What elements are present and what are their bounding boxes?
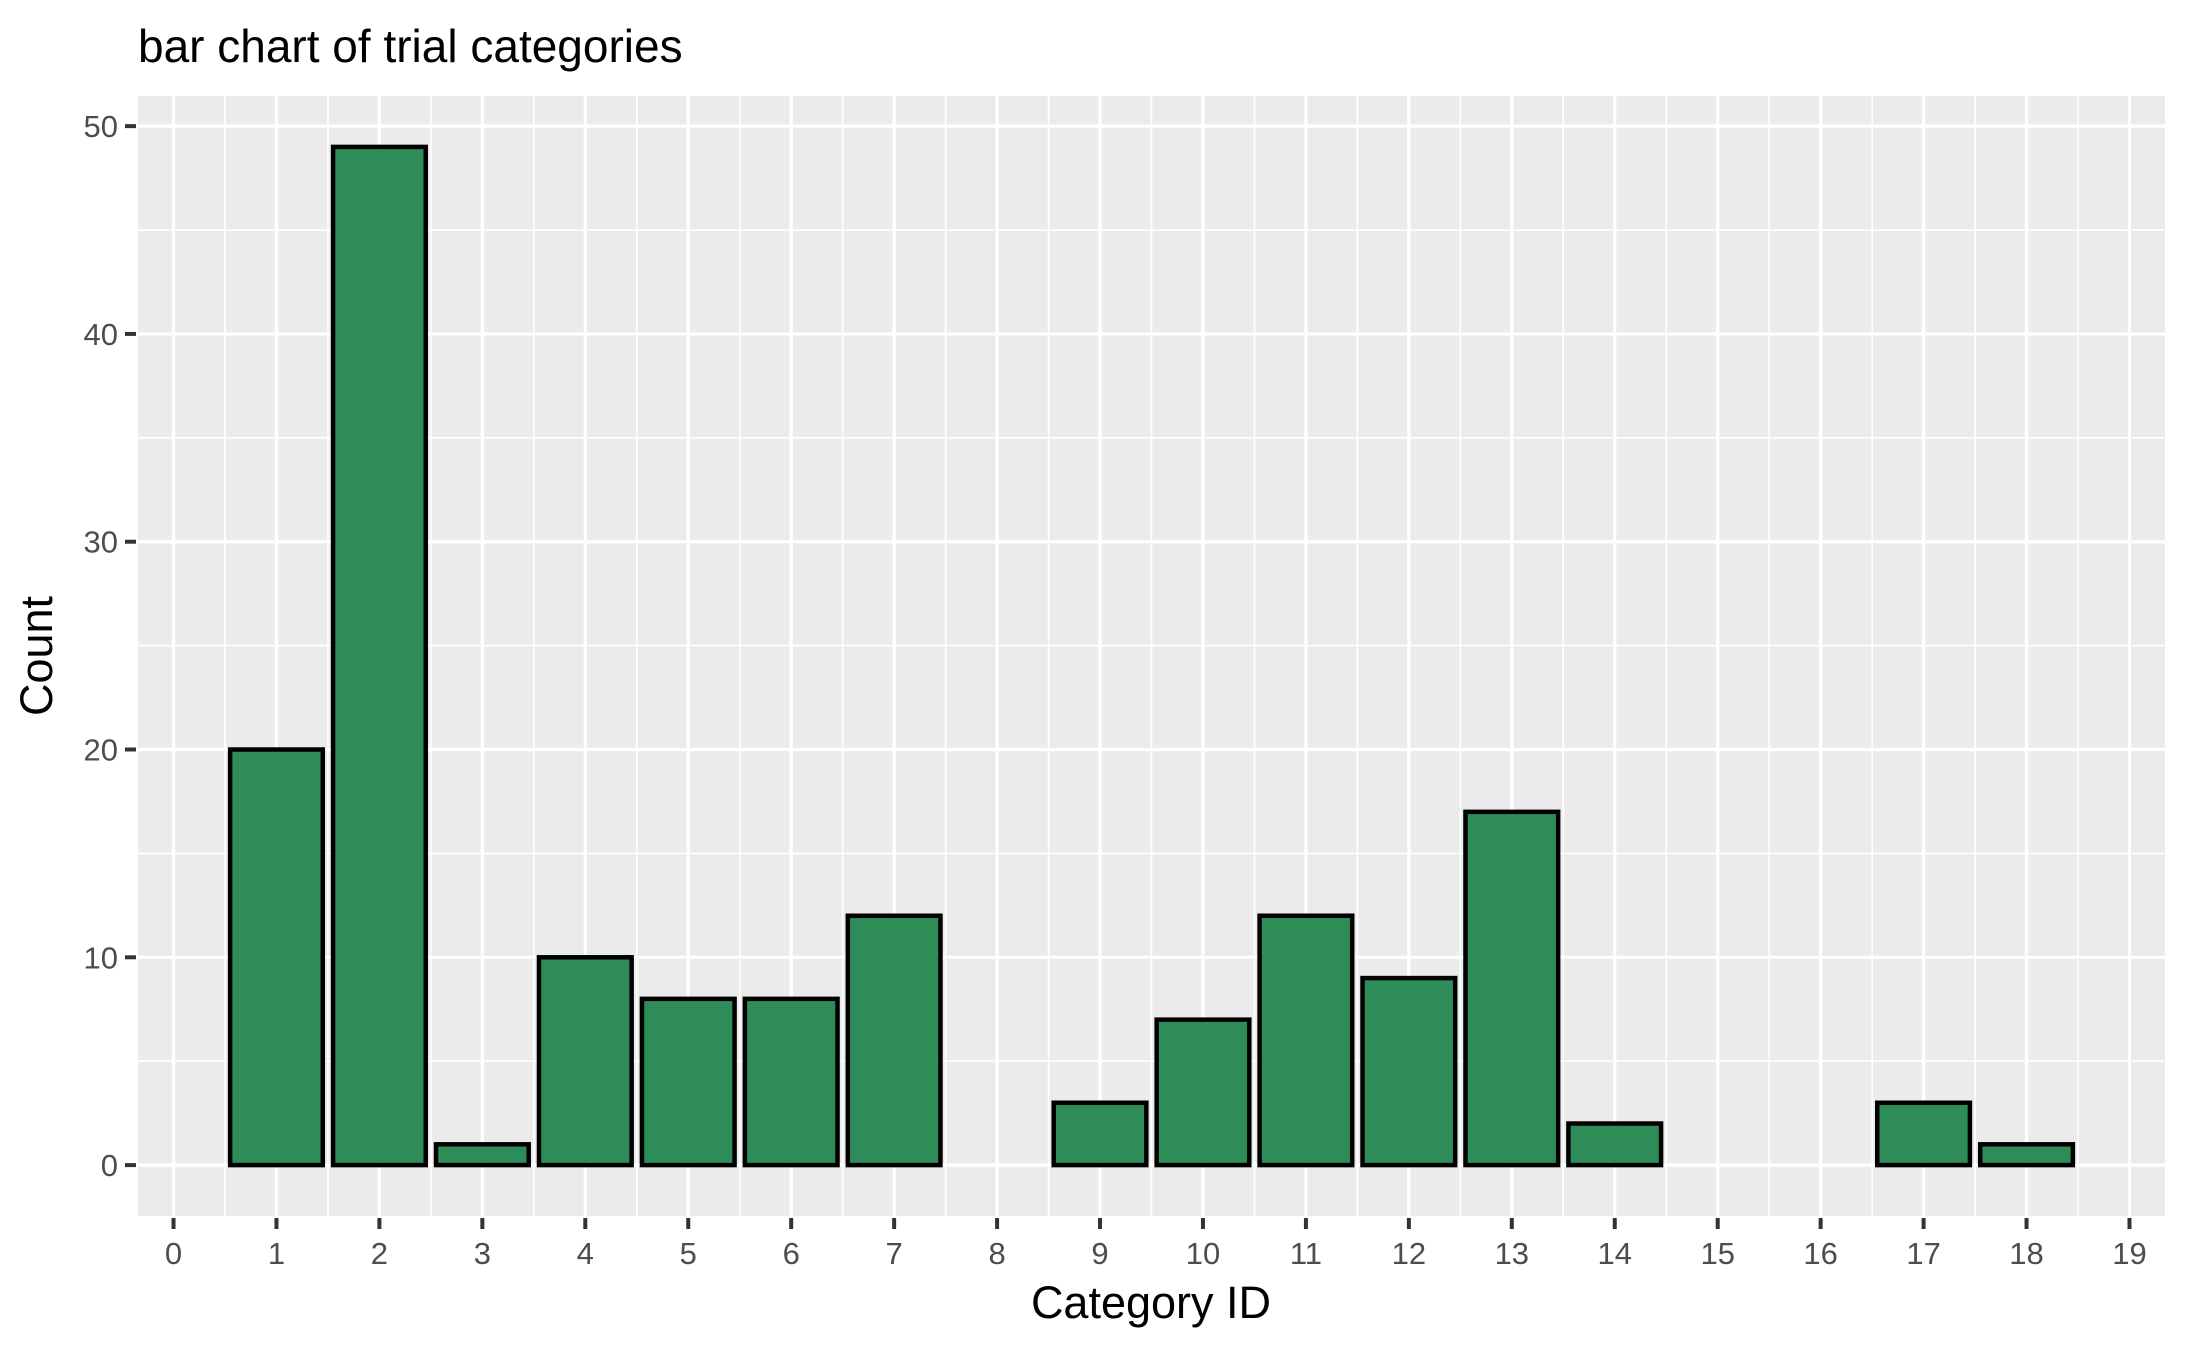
bar	[1360, 975, 1458, 1168]
x-tick-label: 6	[783, 1236, 800, 1271]
bar	[639, 996, 737, 1168]
bar	[536, 955, 634, 1168]
bar	[227, 747, 326, 1168]
bar	[1257, 913, 1355, 1168]
bar	[1154, 1017, 1252, 1168]
x-tick-label: 17	[1906, 1236, 1940, 1271]
x-tick-label: 15	[1700, 1236, 1734, 1271]
x-tick-label: 19	[2112, 1236, 2146, 1271]
x-tick-label: 13	[1495, 1236, 1529, 1271]
y-tick-label: 40	[84, 317, 118, 352]
bar	[1977, 1142, 2076, 1168]
x-tick-label: 1	[268, 1236, 285, 1271]
y-tick-label: 50	[84, 109, 118, 144]
chart-title: bar chart of trial categories	[138, 20, 683, 72]
x-tick-label: 11	[1290, 1236, 1322, 1271]
x-tick-label: 12	[1392, 1236, 1426, 1271]
bar	[1566, 1121, 1664, 1168]
x-tick-label: 18	[2009, 1236, 2043, 1271]
bar	[845, 913, 943, 1168]
x-tick-label: 14	[1598, 1236, 1632, 1271]
y-tick-label: 0	[101, 1148, 118, 1183]
y-axis-title: Count	[11, 595, 62, 716]
y-tick-label: 20	[84, 733, 118, 768]
chart-plot-area: 0 1 2 3 4 5 6 7 8 9 10 11 12 13 14 15 16 17 18 190102030405…	[84, 96, 2165, 1271]
bar	[742, 996, 840, 1168]
bar	[433, 1142, 531, 1168]
x-tick-label: 4	[577, 1236, 594, 1271]
x-tick-label: 9	[1091, 1236, 1108, 1271]
x-tick-label: 3	[474, 1236, 491, 1271]
x-tick-label: 5	[680, 1236, 697, 1271]
x-tick-label: 8	[988, 1236, 1005, 1271]
x-tick-label: 16	[1803, 1236, 1837, 1271]
x-tick-label: 0	[165, 1236, 182, 1271]
bar	[1051, 1100, 1149, 1168]
bar	[330, 144, 428, 1168]
x-tick-label: 2	[371, 1236, 388, 1271]
bar	[1463, 809, 1561, 1168]
x-axis-title: Category ID	[1031, 1277, 1271, 1328]
bar	[1875, 1100, 1973, 1168]
x-tick-label: 7	[886, 1236, 903, 1271]
y-tick-label: 30	[84, 525, 118, 560]
x-tick-label: 10	[1186, 1236, 1220, 1271]
y-tick-label: 10	[84, 940, 118, 975]
